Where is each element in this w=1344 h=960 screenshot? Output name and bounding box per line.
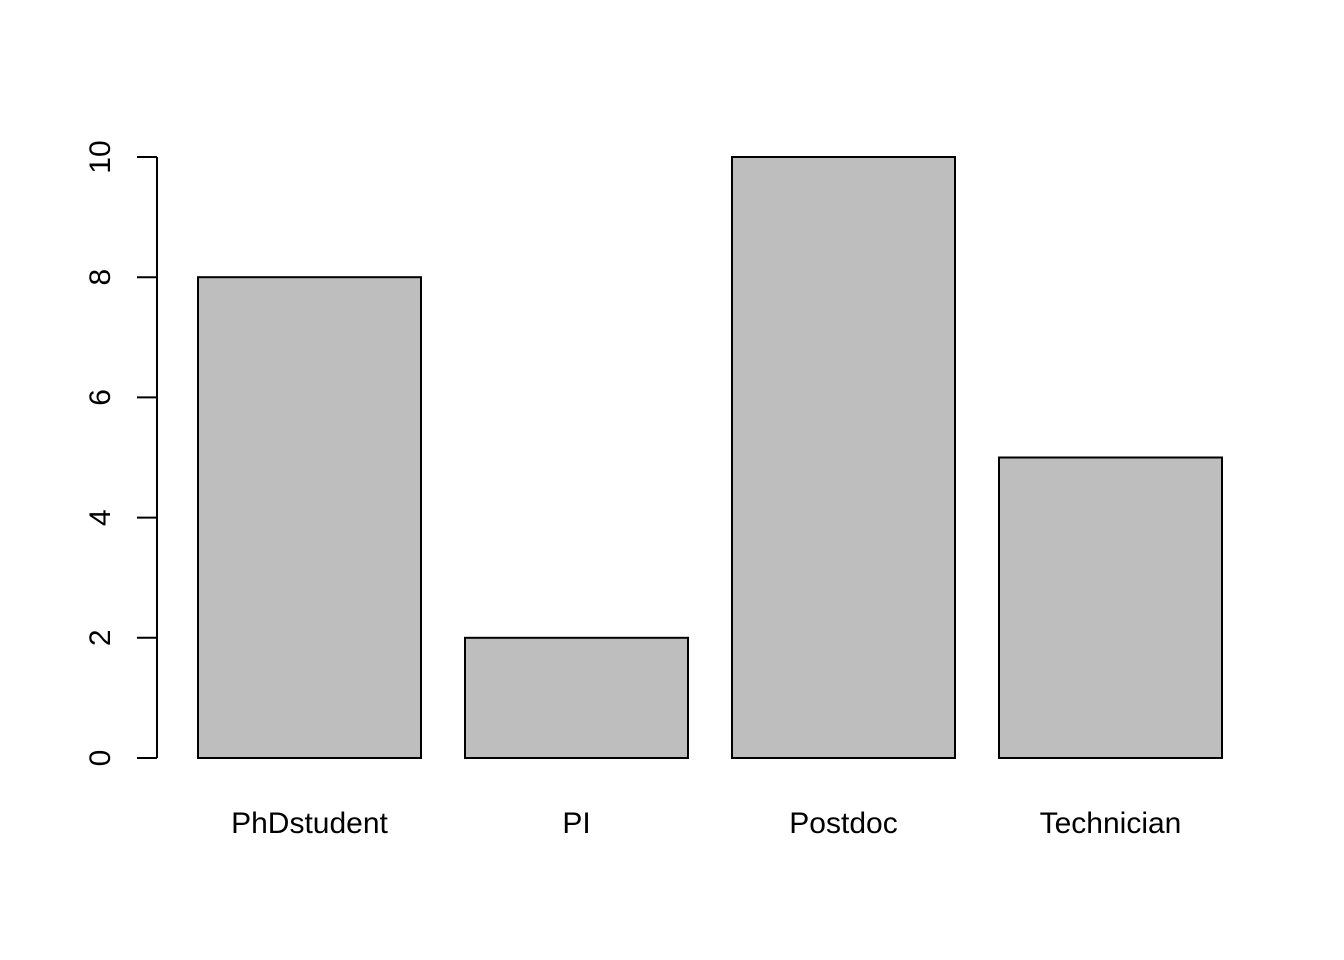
y-tick-label: 6 — [84, 389, 117, 406]
category-label-postdoc: Postdoc — [789, 807, 897, 840]
y-tick-label: 4 — [84, 509, 117, 526]
y-tick-label: 0 — [84, 750, 117, 767]
category-labels: PhDstudent PI Postdoc Technician — [231, 807, 1181, 840]
category-label-technician: Technician — [1040, 807, 1182, 840]
y-axis-ticks: 0 2 4 6 8 10 — [84, 140, 157, 766]
y-tick-label: 8 — [84, 269, 117, 286]
bar-technician — [998, 456, 1223, 759]
y-tick-label: 10 — [84, 140, 117, 173]
bars — [197, 156, 1223, 759]
bar-postdoc — [731, 156, 956, 759]
bar-phdstudent — [197, 276, 422, 759]
category-label-pi: PI — [562, 807, 590, 840]
bar-pi — [464, 636, 689, 759]
y-tick-label: 2 — [84, 629, 117, 646]
category-label-phdstudent: PhDstudent — [231, 807, 388, 840]
